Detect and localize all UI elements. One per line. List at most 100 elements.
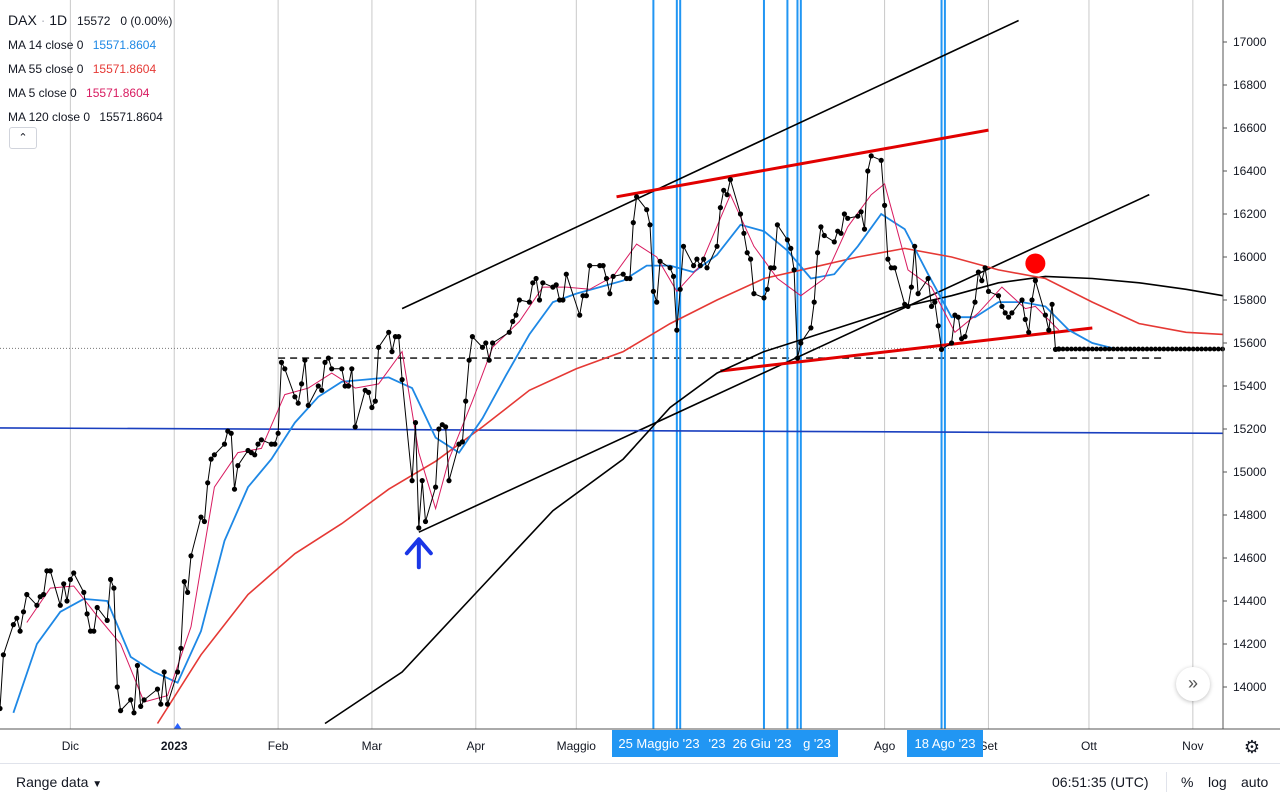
date-label-partial-2-text: g '23 — [803, 736, 831, 751]
ma120-label: MA 120 close 0 — [8, 110, 91, 124]
price-point — [345, 383, 352, 389]
price-point — [932, 299, 938, 305]
price-point — [714, 243, 720, 249]
scroll-to-realtime-button[interactable]: » — [1176, 667, 1210, 701]
chart-settings-button[interactable]: ⚙ — [1240, 735, 1264, 759]
price-point — [821, 232, 827, 239]
ma120-line — [324, 275, 1224, 725]
price-point — [526, 299, 533, 305]
price-point — [10, 622, 16, 628]
legend-ma120-row[interactable]: MA 120 close 0 15571.8604 — [8, 105, 172, 129]
projection-point — [1073, 346, 1078, 352]
price-point — [61, 581, 67, 587]
price-point — [322, 359, 328, 365]
chevron-down-icon: ▼ — [92, 779, 103, 790]
price-point — [41, 591, 47, 598]
price-point — [198, 514, 204, 520]
price-point — [1002, 310, 1008, 316]
price-point — [94, 604, 100, 611]
price-point — [724, 192, 730, 198]
clock-display[interactable]: 06:51:35 (UTC) — [1052, 774, 1149, 790]
ma55-value: 15571.8604 — [92, 62, 157, 76]
price-point — [486, 357, 492, 363]
legend-ma5-row[interactable]: MA 5 close 0 15571.8604 — [8, 81, 172, 105]
price-point — [677, 286, 683, 292]
date-range-button[interactable]: Range data ▼ — [16, 774, 102, 790]
price-point — [34, 602, 40, 608]
price-point — [255, 441, 261, 447]
price-point — [479, 344, 486, 350]
price-point — [774, 222, 781, 228]
price-point — [272, 441, 278, 447]
price-point — [389, 349, 395, 355]
price-point — [587, 263, 593, 269]
price-point — [67, 576, 73, 583]
price-point — [433, 484, 439, 490]
ma55-label: MA 55 close 0 — [8, 62, 84, 76]
price-point — [704, 265, 710, 271]
price-point — [516, 297, 523, 303]
price-point — [319, 387, 325, 393]
price-point — [536, 297, 543, 303]
red-trendline — [616, 128, 989, 199]
x-tick-label: Nov — [1182, 739, 1203, 753]
y-tick-label: 16600 — [1233, 121, 1267, 135]
price-point — [14, 615, 20, 621]
chevron-up-icon: ⌃ — [18, 132, 28, 144]
price-point — [412, 420, 419, 426]
price-point — [57, 602, 63, 608]
x-tick-label: Feb — [268, 739, 289, 753]
price-point — [878, 157, 884, 163]
ma14-line — [12, 212, 1117, 714]
price-point — [620, 271, 626, 277]
price-point — [1049, 301, 1055, 307]
price-point — [845, 215, 851, 221]
projection-point — [1140, 346, 1146, 352]
price-point — [419, 478, 425, 484]
projection-point — [1174, 346, 1179, 352]
price-point — [912, 243, 918, 249]
symbol-label: DAX — [8, 12, 37, 28]
legend-ma14-row[interactable]: MA 14 close 0 15571.8604 — [8, 33, 172, 57]
price-point — [925, 275, 931, 282]
price-point — [299, 381, 305, 387]
price-point — [975, 269, 982, 275]
price-point — [1019, 297, 1025, 303]
price-point — [114, 684, 120, 690]
projection-point — [1060, 346, 1066, 352]
projection-point — [1064, 346, 1070, 352]
projection-point — [1081, 346, 1087, 352]
legend-panel: DAX · 1D 15572 0 (0.00%) MA 14 close 0 1… — [8, 8, 172, 129]
y-tick-label: 17000 — [1233, 35, 1267, 49]
projection-point — [1098, 346, 1104, 352]
price-point — [737, 211, 744, 217]
price-chart[interactable]: 14000 14200 14400 14600 14800 15000 15200 15400… — [0, 0, 1280, 763]
price-point — [24, 591, 30, 598]
price-point — [794, 355, 801, 361]
price-point — [771, 265, 777, 271]
ma14-label: MA 14 close 0 — [8, 38, 84, 52]
price-point — [788, 245, 794, 251]
price-point — [650, 288, 657, 294]
price-point — [134, 662, 140, 669]
price-point — [181, 579, 187, 585]
price-point — [258, 437, 264, 443]
price-point — [603, 275, 610, 282]
projection-point — [1182, 346, 1188, 352]
auto-scale-button[interactable]: auto — [1241, 774, 1269, 790]
price-point — [533, 275, 539, 282]
legend-symbol-row: DAX · 1D 15572 0 (0.00%) — [8, 12, 173, 28]
price-point — [490, 340, 496, 346]
projection-point — [1136, 346, 1141, 352]
legend-collapse-button[interactable]: ⌃ — [9, 127, 37, 149]
percent-scale-button[interactable]: % — [1181, 774, 1194, 790]
price-point — [798, 340, 804, 346]
legend-ma55-row[interactable]: MA 55 close 0 15571.8604 — [8, 57, 172, 81]
log-scale-button[interactable]: log — [1208, 774, 1227, 790]
price-point — [577, 312, 583, 318]
price-point — [483, 340, 489, 346]
price-point — [459, 439, 465, 445]
black-trendline — [401, 19, 1019, 310]
price-point — [938, 346, 945, 352]
projection-point — [1090, 346, 1095, 352]
